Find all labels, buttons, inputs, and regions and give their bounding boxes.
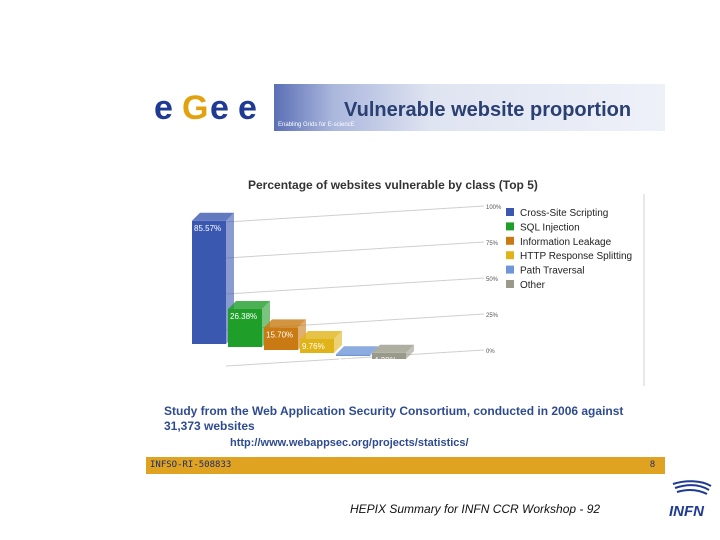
footer-page-number: 8 bbox=[649, 459, 655, 469]
legend-swatch bbox=[506, 236, 514, 245]
slide-header: e G e e Enabling Grids for E-sciencE Vul… bbox=[146, 84, 665, 132]
bar-top bbox=[336, 346, 378, 355]
gridline bbox=[225, 241, 485, 259]
legend-label: Cross-Site Scripting bbox=[520, 208, 608, 219]
bar bbox=[372, 352, 406, 359]
page-caption: HEPIX Summary for INFN CCR Workshop - 92 bbox=[350, 502, 601, 516]
y-tick-label: 25% bbox=[486, 313, 499, 319]
bar bbox=[228, 309, 262, 347]
bar bbox=[264, 327, 298, 350]
legend-swatch bbox=[506, 280, 514, 288]
legend-swatch bbox=[506, 222, 514, 231]
bar-top bbox=[300, 330, 342, 339]
bar-value-label: 4.30% bbox=[374, 356, 397, 365]
y-tick-label: 50% bbox=[486, 277, 499, 283]
svg-text:e: e bbox=[154, 89, 172, 126]
svg-text:e: e bbox=[210, 89, 228, 126]
y-tick-label: 75% bbox=[486, 241, 499, 247]
legend-swatch bbox=[506, 265, 514, 274]
legend-label: Path Traversal bbox=[520, 266, 584, 277]
legend-label: Other bbox=[520, 280, 546, 291]
legend-swatch bbox=[506, 208, 514, 216]
y-tick-label: 100% bbox=[486, 205, 502, 211]
bar-value-label: 9.76% bbox=[302, 342, 325, 351]
egee-tagline: Enabling Grids for E-sciencE bbox=[278, 122, 355, 128]
infn-logo: INFN bbox=[669, 480, 712, 520]
y-tick-label: 0% bbox=[486, 349, 495, 355]
bar-value-label: 26.38% bbox=[230, 312, 257, 321]
svg-text:G: G bbox=[182, 89, 207, 126]
legend-label: HTTP Response Splitting bbox=[520, 251, 632, 262]
legend-label: SQL Injection bbox=[520, 222, 580, 233]
svg-text:e: e bbox=[238, 89, 256, 126]
bar-top bbox=[372, 344, 414, 353]
gridline bbox=[225, 205, 485, 223]
bar-value-label: 15.70% bbox=[266, 330, 293, 339]
bar-value-label: 85.57% bbox=[194, 224, 221, 233]
study-description: Study from the Web Application Security … bbox=[164, 404, 624, 433]
bar bbox=[336, 354, 370, 356]
chart-title: Percentage of websites vulnerable by cla… bbox=[248, 178, 538, 192]
bar bbox=[192, 220, 226, 344]
bar-side bbox=[334, 330, 342, 353]
footer-project-id: INFSO-RI-508833 bbox=[150, 460, 232, 470]
bar-top bbox=[264, 319, 306, 328]
header-band bbox=[274, 84, 665, 131]
bar-top bbox=[192, 212, 234, 221]
slide: e G e e Enabling Grids for E-sciencE Vul… bbox=[146, 84, 665, 474]
infn-logo-text: INFN bbox=[669, 503, 705, 520]
bar-value-label: 1.19% bbox=[338, 357, 361, 366]
study-url[interactable]: http://www.webappsec.org/projects/statis… bbox=[230, 437, 469, 449]
bar-chart: 0% 25% 50% 75% 100% 85.57% 26.38% 15.70% 9.76% 1.… bbox=[192, 194, 645, 386]
gridline bbox=[225, 277, 485, 295]
footer-bar: INFSO-RI-508833 8 bbox=[146, 457, 665, 474]
legend-swatch bbox=[506, 251, 514, 260]
bar-side bbox=[406, 344, 414, 359]
slide-title: Vulnerable website proportion bbox=[344, 99, 632, 121]
bar-top bbox=[228, 301, 270, 310]
legend-label: Information Leakage bbox=[520, 237, 612, 248]
gridline bbox=[225, 349, 485, 367]
bar bbox=[300, 338, 334, 353]
egee-logo: e G e e bbox=[154, 89, 257, 126]
